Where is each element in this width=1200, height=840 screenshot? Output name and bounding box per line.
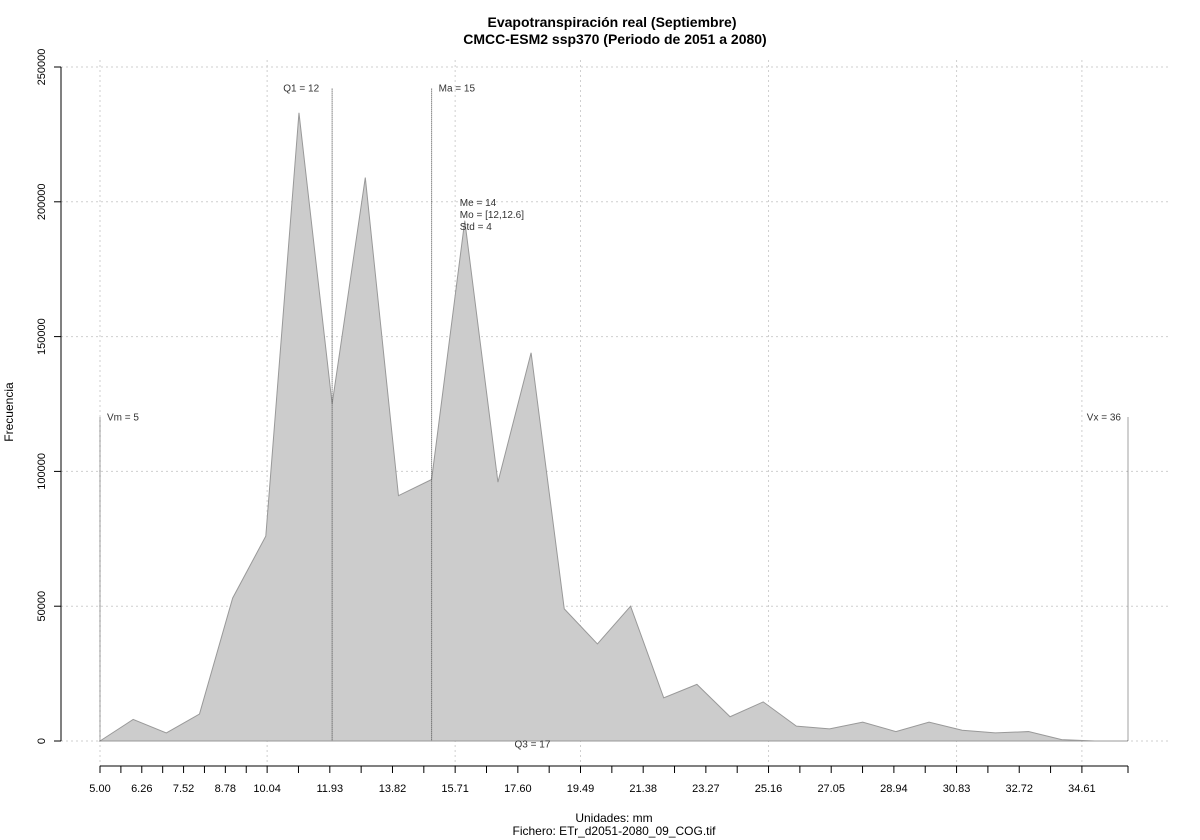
y-tick-label: 150000 [36,318,48,355]
x-tick-label: 19.49 [567,783,595,795]
x-tick-label: 10.04 [253,783,281,795]
x-tick-label: 25.16 [755,783,783,795]
x-axis-label: Unidades: mm [575,811,652,825]
x-tick-label: 30.83 [943,783,971,795]
chart-title: Evapotranspiración real (Septiembre) [488,14,737,30]
stat-annotation: Std = 4 [460,222,492,233]
stat-annotation: Q3 = 17 [515,740,551,751]
marker-label: Vx = 36 [1087,412,1122,423]
file-label: Fichero: ETr_d2051-2080_09_COG.tif [513,824,717,838]
stat-annotation: Mo = [12,12.6] [460,210,524,221]
stat-annotation: Me = 14 [460,198,497,209]
y-axis: 0 50000 100000 150000 200000 250000 [36,49,62,744]
x-tick-label: 13.82 [379,783,407,795]
marker-label: Vm = 5 [107,412,139,423]
marker-label: Ma = 15 [439,84,476,95]
chart-subtitle: CMCC-ESM2 ssp370 (Periodo de 2051 a 2080… [463,31,766,47]
x-tick-label: 21.38 [629,783,657,795]
marker-label: Q1 = 12 [283,84,319,95]
x-tick-label: 32.72 [1005,783,1033,795]
x-axis: 5.00 6.26 7.52 8.78 10.04 11.93 13.82 15.71 17.6… [89,765,1129,795]
y-tick-label: 250000 [36,49,48,86]
y-tick-label: 0 [36,738,48,744]
x-tick-label: 5.00 [89,783,110,795]
x-tick-label: 27.05 [817,783,845,795]
x-tick-label: 23.27 [692,783,720,795]
x-tick-label: 7.52 [173,783,194,795]
marker-lines: Vm = 5 Q1 = 12 Ma = 15 Vx = 36 [99,84,1129,741]
x-tick-label: 15.71 [441,783,469,795]
y-tick-label: 50000 [36,591,48,622]
y-axis-label: Frecuencia [2,382,16,442]
y-tick-label: 200000 [36,183,48,220]
x-tick-label: 28.94 [880,783,908,795]
y-tick-label: 100000 [36,453,48,490]
x-tick-label: 17.60 [504,783,532,795]
x-tick-label: 6.26 [131,783,152,795]
area-series [98,112,1128,742]
x-tick-label: 8.78 [215,783,236,795]
x-tick-label: 34.61 [1068,783,1096,795]
x-tick-label: 11.93 [316,783,343,795]
